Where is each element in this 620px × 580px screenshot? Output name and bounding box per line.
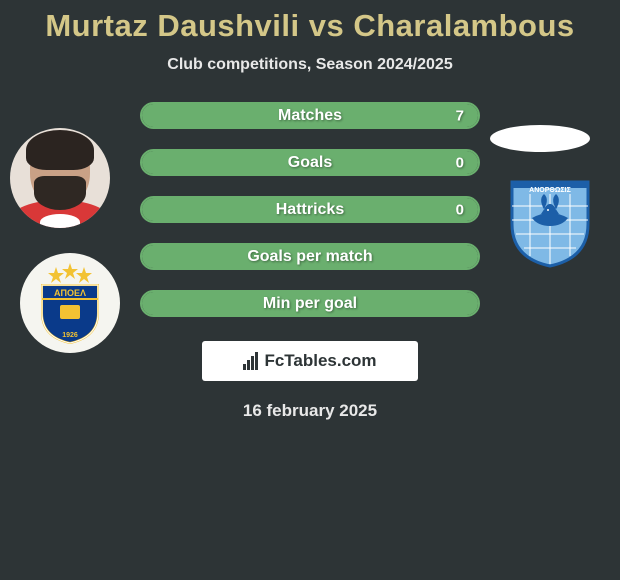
stat-row-matches: Matches 7 (140, 102, 480, 129)
stat-label: Min per goal (263, 295, 357, 313)
stat-label: Matches (278, 107, 342, 125)
stat-label: Goals per match (247, 248, 372, 266)
stat-label: Goals (288, 154, 332, 172)
stat-label: Hattricks (276, 201, 344, 219)
stat-left-value: 0 (456, 201, 464, 218)
page-title: Murtaz Daushvili vs Charalambous (45, 8, 574, 44)
chart-bars-icon (243, 352, 258, 370)
subtitle: Club competitions, Season 2024/2025 (167, 56, 452, 74)
stat-row-min-per-goal: Min per goal (140, 290, 480, 317)
branding-badge: FcTables.com (202, 341, 418, 381)
date-label: 16 february 2025 (243, 401, 377, 421)
svg-text:1926: 1926 (62, 332, 78, 339)
stat-row-hattricks: Hattricks 0 (140, 196, 480, 223)
stat-row-goals: Goals 0 (140, 149, 480, 176)
branding-text: FcTables.com (264, 351, 376, 371)
stat-row-goals-per-match: Goals per match (140, 243, 480, 270)
stats-bars: Matches 7 Goals 0 Hattricks 0 Goals per … (0, 102, 620, 317)
stat-left-value: 7 (456, 107, 464, 124)
stat-left-value: 0 (456, 154, 464, 171)
comparison-card: Murtaz Daushvili vs Charalambous Club co… (0, 0, 620, 421)
